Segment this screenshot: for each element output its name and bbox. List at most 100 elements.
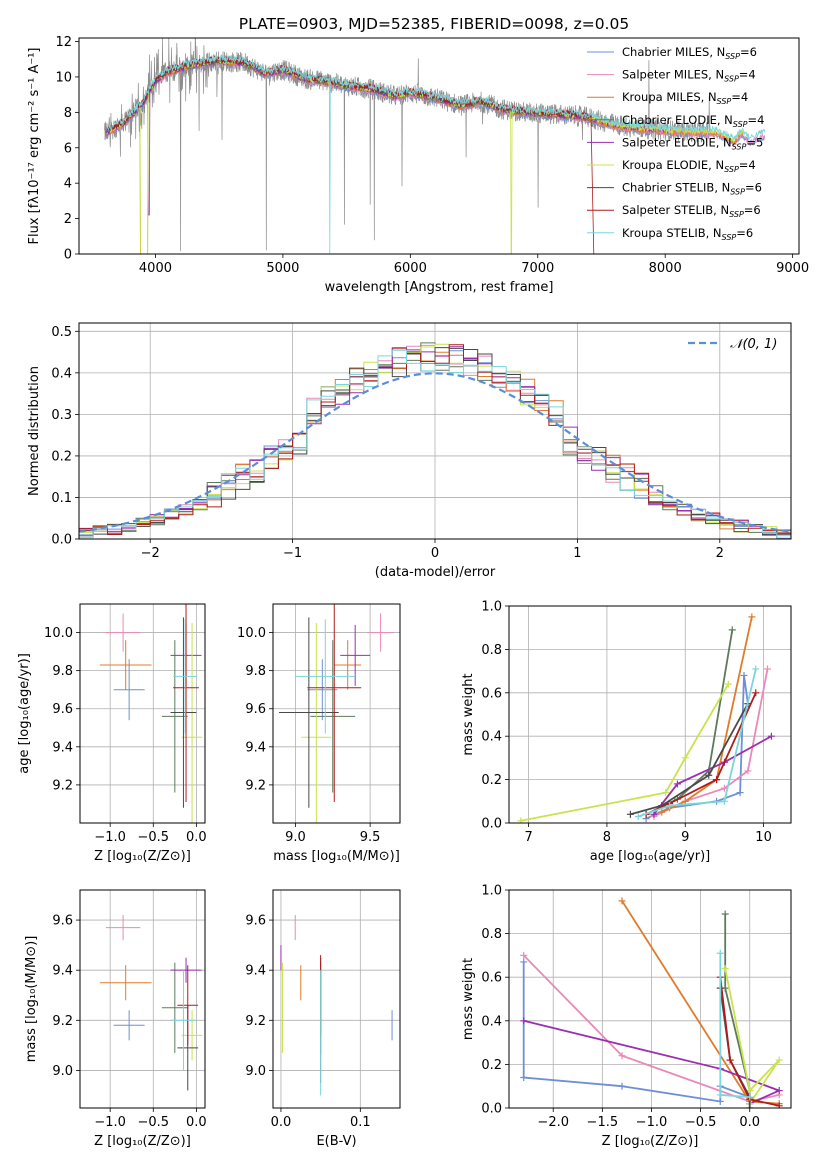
- x-tick-label: −0.5: [685, 1115, 717, 1130]
- x-axis-label: Z [log₁₀(Z/Z⊙)]: [602, 1134, 699, 1149]
- x-tick-label: 0: [431, 546, 439, 561]
- legend-label: Kroupa ELODIE, NSSP=4: [622, 158, 756, 174]
- data-point: [520, 951, 528, 959]
- y-tick-label: 9.4: [52, 964, 73, 979]
- axes-6: [269, 890, 400, 1112]
- y-tick-label: 8: [64, 106, 72, 121]
- axes-frame: [508, 605, 792, 824]
- x-axis-label: age [log₁₀(age/yr)]: [590, 849, 711, 864]
- x-tick-label: −0.5: [137, 1115, 169, 1130]
- x-tick-label: 9.0: [285, 830, 306, 845]
- axes-4: [505, 605, 791, 827]
- x-axis-label: (data-model)/error: [375, 565, 496, 580]
- x-tick-label: 10: [755, 830, 772, 845]
- axes-frame: [272, 889, 401, 1109]
- y-tick-label: 10.0: [44, 626, 73, 641]
- y-axis-label: mass weight: [461, 673, 476, 755]
- x-tick-label: 9000: [776, 261, 809, 276]
- legend-label: Kroupa MILES, NSSP=4: [622, 90, 748, 106]
- y-tick-label: 0.6: [481, 686, 502, 701]
- y-tick-label: 1.0: [481, 600, 502, 615]
- x-axis-label: E(B-V): [316, 1134, 356, 1149]
- x-tick-label: −1.0: [94, 830, 126, 845]
- data-point: [746, 1104, 754, 1108]
- data-point: [721, 964, 729, 972]
- data-point: [716, 949, 724, 957]
- x-tick-label: −1.5: [587, 1115, 619, 1130]
- x-tick-label: 9: [681, 830, 689, 845]
- x-tick-label: 0.0: [186, 1115, 207, 1130]
- y-tick-label: 9.2: [245, 778, 266, 793]
- y-tick-label: 6: [64, 141, 72, 156]
- mass-weight-line: [724, 968, 780, 1105]
- y-tick-label: 10: [55, 70, 72, 85]
- y-tick-label: 0.5: [51, 325, 72, 340]
- y-tick-label: 9.0: [52, 1064, 73, 1079]
- legend-label: Salpeter MILES, NSSP=4: [622, 68, 756, 84]
- legend-label: Chabrier MILES, NSSP=6: [622, 45, 757, 61]
- histogram-step: [79, 349, 791, 539]
- chart-title: PLATE=0903, MJD=52385, FIBERID=0098, z=0…: [239, 15, 629, 33]
- data-point: [658, 808, 666, 816]
- y-tick-label: 9.2: [245, 1014, 266, 1029]
- x-axis-label: wavelength [Angstrom, rest frame]: [325, 280, 554, 295]
- data-point: [662, 789, 670, 797]
- data-point: [752, 665, 760, 673]
- x-tick-label: −1: [283, 546, 302, 561]
- data-point: [634, 812, 642, 820]
- x-tick-label: 2: [716, 546, 724, 561]
- axes-1: [75, 323, 791, 543]
- y-tick-label: 0.6: [481, 971, 502, 986]
- plot-area-0: [104, 38, 765, 254]
- y-tick-label: 2: [64, 212, 72, 227]
- axes-frame: [78, 322, 792, 540]
- data-point: [724, 680, 732, 688]
- data-point: [726, 1056, 734, 1064]
- x-tick-label: 7: [524, 830, 532, 845]
- axes-0: [75, 41, 794, 258]
- histogram-step: [79, 344, 791, 539]
- x-axis-label: mass [log₁₀(M/M⊙)]: [273, 849, 400, 864]
- data-point: [775, 1087, 783, 1095]
- data-point: [666, 802, 674, 810]
- y-tick-label: 0.8: [481, 643, 502, 658]
- data-point: [775, 1056, 783, 1064]
- x-tick-label: 1: [573, 546, 581, 561]
- y-tick-label: 9.8: [245, 664, 266, 679]
- data-point: [517, 817, 525, 823]
- gaussian-curve: [79, 372, 791, 533]
- axes-frame: [79, 603, 206, 824]
- axes-frame: [508, 889, 792, 1109]
- x-tick-label: 9.5: [360, 830, 381, 845]
- data-point: [746, 1093, 754, 1101]
- legend-label: Salpeter ELODIE, NSSP=5: [622, 135, 763, 151]
- data-point: [673, 780, 681, 788]
- y-tick-label: 9.6: [52, 914, 73, 929]
- data-point: [713, 776, 721, 784]
- axes-3: [269, 604, 400, 827]
- data-point: [767, 732, 775, 740]
- y-tick-label: 0.0: [481, 1102, 502, 1117]
- data-point: [618, 1082, 626, 1090]
- mass-weight-line: [653, 735, 772, 815]
- y-tick-label: 0.2: [51, 449, 72, 464]
- x-tick-label: −1.0: [636, 1115, 668, 1130]
- x-tick-label: 0.0: [186, 830, 207, 845]
- axes-5: [76, 890, 205, 1112]
- y-tick-label: 0.4: [481, 1014, 502, 1029]
- mass-weight-line: [523, 954, 780, 1103]
- mass-weight-line: [522, 961, 751, 1103]
- mass-weight-line: [520, 683, 730, 822]
- plot-area-2: [99, 604, 203, 823]
- y-tick-label: 0.0: [481, 817, 502, 832]
- data-point: [681, 754, 689, 762]
- mass-weight-line: [630, 703, 749, 816]
- plot-area-4: [517, 613, 775, 823]
- plot-area-5: [99, 915, 203, 1091]
- data-point: [721, 910, 729, 918]
- y-axis-label: mass weight: [461, 958, 476, 1040]
- plot-area-1: [79, 342, 791, 539]
- y-axis-label: Normed distribution: [27, 366, 42, 496]
- x-tick-label: 0.1: [350, 1115, 371, 1130]
